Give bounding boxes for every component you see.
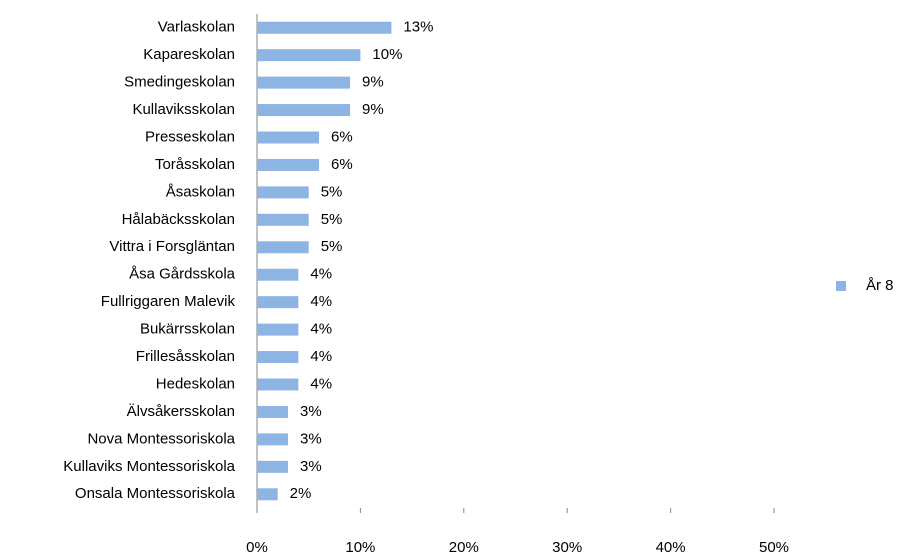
bar [257,49,361,62]
x-tick-label: 0% [246,539,268,556]
y-tick-label: Smedingeskolan [124,74,235,91]
y-tick-label: Kullaviks Montessoriskola [63,458,235,475]
y-tick-label: Varlaskolan [158,19,235,36]
y-tick-label: Presseskolan [145,128,235,145]
x-tick-label: 20% [449,539,479,556]
value-label: 4% [310,348,332,365]
value-label: 5% [321,183,343,200]
y-tick-label: Kullaviksskolan [132,101,235,118]
y-tick-label: Kapareskolan [143,46,235,63]
value-label: 6% [331,128,353,145]
value-label: 4% [310,321,332,338]
value-label: 9% [362,101,384,118]
bar [257,460,289,473]
bar [257,76,351,89]
x-tick-label: 50% [759,539,789,556]
y-tick-label: Vittra i Forsgläntan [109,238,235,255]
value-label: 3% [300,458,322,475]
bar [257,241,309,254]
value-label: 3% [300,430,322,447]
value-label: 9% [362,74,384,91]
bar [257,351,299,364]
bar [257,21,392,34]
y-tick-label: Nova Montessoriskola [87,430,235,447]
bar [257,104,351,117]
value-label: 13% [403,19,433,36]
bar [257,186,309,199]
x-tick-label: 10% [345,539,375,556]
bar [257,488,278,501]
bar [257,405,289,418]
bar [257,378,299,391]
bar [257,213,309,226]
x-tick-label: 40% [656,539,686,556]
value-label: 3% [300,403,322,420]
value-label: 6% [331,156,353,173]
value-label: 4% [310,266,332,283]
value-label: 5% [321,238,343,255]
legend-label: År 8 [866,277,894,294]
y-tick-label: Älvsåkersskolan [127,403,235,420]
y-tick-label: Hedeskolan [156,375,235,392]
value-label: 10% [372,46,402,63]
y-tick-label: Hålabäcksskolan [122,211,235,228]
y-tick-label: Fullriggaren Malevik [101,293,236,310]
y-tick-label: Frillesåsskolan [136,348,235,365]
bar [257,296,299,309]
y-tick-label: Bukärrsskolan [140,321,235,338]
value-label: 5% [321,211,343,228]
value-label: 4% [310,375,332,392]
bar [257,268,299,281]
y-tick-label: Åsaskolan [166,183,235,200]
y-tick-label: Åsa Gårdsskola [129,266,236,283]
value-label: 4% [310,293,332,310]
bar [257,131,320,144]
bar [257,158,320,171]
y-tick-label: Toråsskolan [155,156,235,173]
legend-swatch [836,281,846,291]
x-tick-label: 30% [552,539,582,556]
bar [257,323,299,336]
bar [257,433,289,446]
value-label: 2% [290,485,312,502]
y-tick-label: Onsala Montessoriskola [75,485,236,502]
